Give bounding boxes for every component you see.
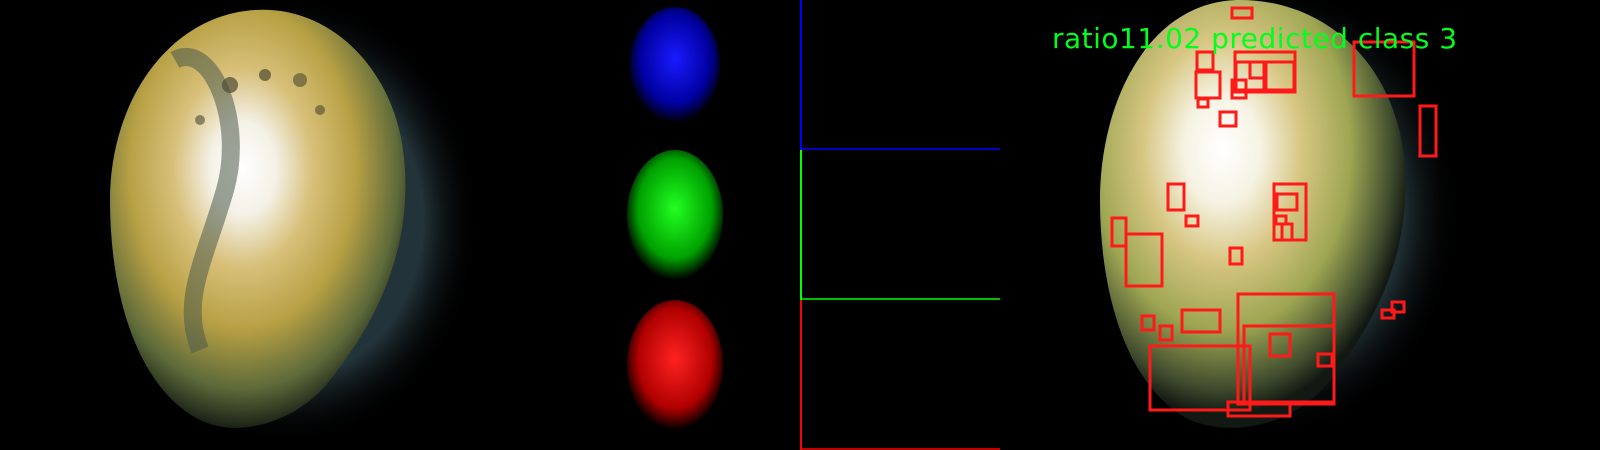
detection-box	[1180, 308, 1222, 334]
detection-panel: ratio11.02 predicted class 3	[1000, 0, 1600, 450]
detection-boxes	[1110, 6, 1438, 418]
prediction-label: ratio11.02 predicted class 3	[1052, 22, 1458, 55]
rgb-channel-panel	[540, 0, 800, 450]
detection-box	[1196, 97, 1210, 109]
green-histogram	[800, 150, 1000, 300]
detection-box	[1166, 182, 1186, 212]
detection-box	[1264, 60, 1296, 92]
detection-box	[1158, 324, 1174, 342]
detection-box	[1230, 78, 1248, 100]
detection-box	[1195, 50, 1215, 72]
detection-box	[1352, 40, 1416, 98]
detection-box	[1275, 192, 1299, 212]
blue-channel-image	[630, 7, 720, 123]
detection-box	[1226, 400, 1292, 418]
red-channel-image	[627, 300, 723, 430]
fruit-image	[100, 0, 480, 445]
detection-box	[1228, 246, 1244, 266]
detection-box	[1280, 222, 1294, 242]
green-channel-image	[627, 150, 723, 280]
detection-image	[1090, 0, 1460, 435]
detection-box	[1140, 314, 1156, 332]
red-histogram	[800, 300, 1000, 450]
detection-box	[1110, 216, 1128, 248]
detection-box	[1148, 344, 1252, 412]
detection-box	[1418, 104, 1438, 158]
detection-box	[1124, 232, 1164, 288]
detection-box	[1268, 332, 1292, 358]
detection-box	[1184, 214, 1200, 228]
detection-box	[1390, 300, 1406, 314]
detection-box	[1218, 110, 1238, 128]
detection-box	[1230, 6, 1254, 20]
rgb-channel-images	[627, 7, 723, 430]
detection-box	[1316, 352, 1334, 368]
channel-histograms	[800, 0, 1000, 450]
blue-histogram	[800, 0, 1000, 150]
detection-box	[1380, 308, 1396, 320]
original-image-panel	[0, 0, 540, 450]
histogram-panel	[800, 0, 1000, 450]
